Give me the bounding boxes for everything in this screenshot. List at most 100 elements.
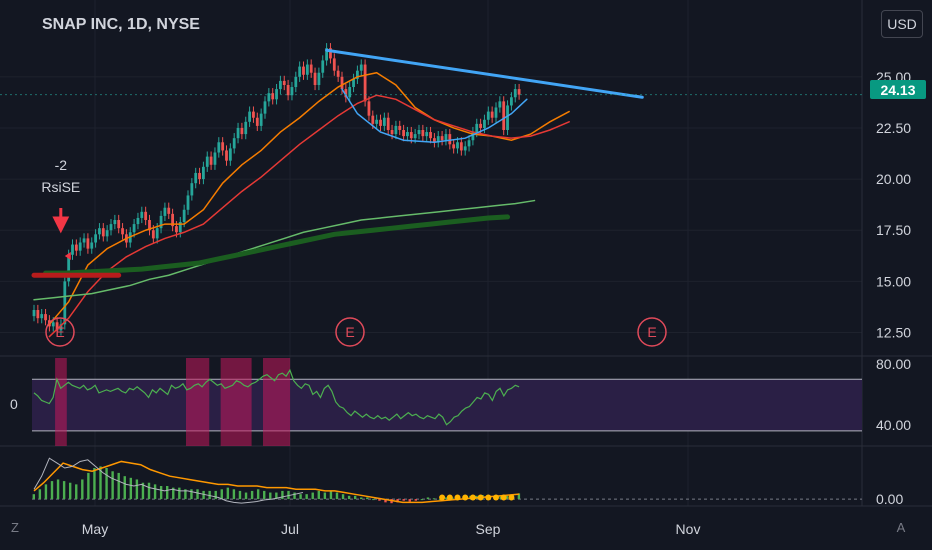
candle-body — [225, 150, 228, 161]
histogram-bar — [396, 499, 399, 503]
chart-title: SNAP INC, 1D, NYSE — [42, 16, 200, 33]
candle-body — [209, 156, 213, 165]
candle-body — [379, 119, 382, 126]
histogram-bar — [378, 499, 381, 501]
histogram-bar — [190, 489, 193, 500]
histogram-dot — [485, 494, 492, 501]
candle-body — [356, 70, 359, 79]
candle-body — [51, 322, 55, 327]
histogram-bar — [111, 471, 114, 500]
histogram-dot — [446, 494, 453, 501]
histogram-bar — [214, 490, 217, 500]
histogram-bar — [360, 497, 363, 500]
histogram-bar — [38, 489, 42, 500]
candle-body — [148, 220, 151, 231]
rsi-line — [33, 368, 520, 426]
price-tick-label: 15.00 — [876, 273, 911, 289]
histogram-bar — [232, 489, 236, 500]
price-pane[interactable]: -2 RsiSE E E E — [0, 43, 862, 347]
histogram-bar — [329, 490, 333, 500]
candle-body — [159, 215, 163, 229]
histogram-bar — [414, 499, 418, 501]
candle-body — [255, 117, 259, 126]
candle-body — [178, 222, 182, 233]
histogram-bar — [335, 492, 339, 500]
candle-body — [317, 72, 321, 85]
histogram-dot — [469, 494, 476, 501]
histogram-pane[interactable] — [32, 457, 862, 504]
candle-body — [90, 242, 94, 249]
candle-body — [352, 78, 355, 88]
currency-button[interactable]: USD — [881, 10, 923, 38]
candle-body — [163, 207, 167, 216]
candle-body — [375, 119, 379, 124]
candle-body — [433, 138, 436, 143]
earnings-label: E — [55, 324, 64, 340]
histogram-bar — [202, 490, 205, 500]
candle-body — [336, 70, 340, 77]
candle-body — [282, 80, 286, 85]
histogram-bar — [159, 486, 163, 500]
histogram-bar — [135, 479, 139, 500]
candle-body — [244, 121, 248, 135]
histogram-bar — [269, 492, 272, 500]
histogram-bar — [166, 486, 169, 500]
earnings-marker — [335, 317, 365, 347]
candle-body — [259, 113, 263, 126]
histogram-bar — [68, 482, 72, 500]
candle-body — [302, 66, 305, 75]
candle-body — [263, 101, 267, 114]
candle-body — [513, 89, 517, 98]
rsi-pane[interactable] — [32, 358, 862, 446]
auto-scale-button[interactable]: A — [896, 519, 906, 535]
candle-body — [429, 132, 432, 139]
histogram-signal-line — [33, 460, 520, 504]
histogram-bar — [105, 468, 108, 500]
candle-body — [132, 224, 136, 233]
candle-body — [444, 134, 448, 141]
ema_slow-line — [48, 94, 570, 338]
histogram-bar — [505, 495, 508, 500]
candle-body — [506, 105, 509, 130]
histogram-bar — [420, 499, 424, 501]
candle-body — [82, 238, 86, 243]
histogram-bar — [281, 490, 284, 500]
candle-body — [471, 132, 475, 141]
candle-body — [279, 80, 282, 90]
candle-body — [363, 64, 367, 102]
candle-body — [105, 230, 109, 237]
histogram-bar — [44, 484, 48, 500]
histogram-bar — [81, 479, 84, 500]
candle-body — [402, 130, 405, 137]
candle-body — [290, 87, 294, 96]
histogram-dot — [477, 494, 484, 501]
histogram-dot — [454, 494, 461, 501]
time-tick-label: Nov — [676, 521, 701, 537]
candle-body — [321, 60, 325, 73]
candle-body — [425, 132, 429, 137]
candle-body — [382, 117, 386, 126]
candle-body — [44, 314, 47, 321]
indicator-value: 0 — [10, 396, 18, 412]
signal-arrow — [52, 208, 70, 234]
candle-body — [63, 281, 67, 325]
candle-body — [313, 72, 317, 85]
histogram-bar — [353, 495, 357, 500]
histogram-bar — [226, 487, 230, 500]
timezone-button[interactable]: Z — [11, 519, 19, 535]
candle-body — [510, 97, 513, 106]
histogram-bar — [141, 482, 145, 500]
candle-body — [309, 64, 313, 73]
candle-body — [155, 228, 159, 239]
histogram-bar — [220, 489, 223, 500]
histogram-bar — [275, 492, 278, 500]
candle-body — [101, 228, 105, 237]
histogram-dot — [462, 494, 469, 501]
histogram-bar — [238, 490, 242, 500]
candle-body — [305, 64, 309, 75]
histogram-bar — [178, 487, 181, 500]
candle-body — [494, 107, 498, 118]
candle-body — [252, 111, 255, 118]
